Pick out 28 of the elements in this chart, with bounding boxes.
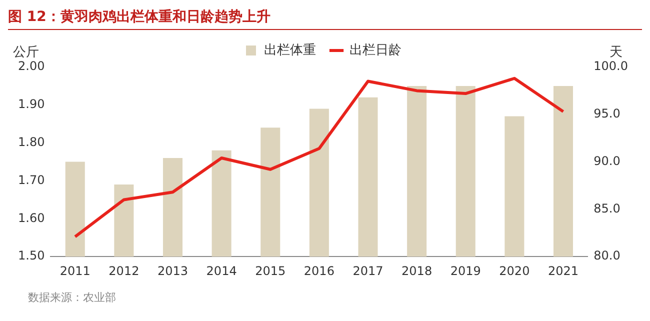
x-tick-label: 2012 [108, 264, 140, 278]
x-tick-label: 2014 [206, 264, 237, 278]
chart-title: 图 12：黄羽肉鸡出栏体重和日龄趋势上升 [8, 8, 642, 30]
x-tick-label: 2020 [499, 264, 530, 278]
y-tick-label: 1.50 [18, 248, 45, 263]
y2-tick-label: 90.0 [594, 154, 620, 168]
y2-tick-label: 100.0 [594, 59, 628, 74]
x-tick-label: 2016 [304, 264, 334, 278]
x-tick-label: 2021 [548, 264, 579, 278]
y-tick-label: 1.80 [18, 134, 45, 149]
x-tick-label: 2019 [450, 264, 481, 278]
x-tick-label: 2017 [352, 264, 384, 278]
y-tick-label: 1.70 [18, 172, 45, 187]
y2-tick-label: 80.0 [594, 248, 620, 263]
x-tick-label: 2015 [255, 264, 286, 278]
y-tick-label: 1.90 [18, 97, 45, 112]
x-tick-label: 2018 [402, 264, 432, 278]
y2-axis-title: 天 [610, 44, 622, 60]
y2-tick-label: 95.0 [594, 106, 620, 121]
source-note: 数据来源：农业部 [27, 290, 117, 305]
y-axis-title: 公斤 [13, 44, 39, 60]
y-tick-label: 2.00 [18, 59, 45, 74]
x-tick-label: 2011 [60, 264, 90, 278]
legend-label: 出栏日龄 [350, 42, 402, 58]
legend-label: 出栏体重 [264, 42, 316, 58]
y2-tick-label: 85.0 [594, 201, 620, 216]
y-tick-label: 1.60 [18, 210, 45, 225]
x-tick-label: 2013 [157, 264, 188, 278]
